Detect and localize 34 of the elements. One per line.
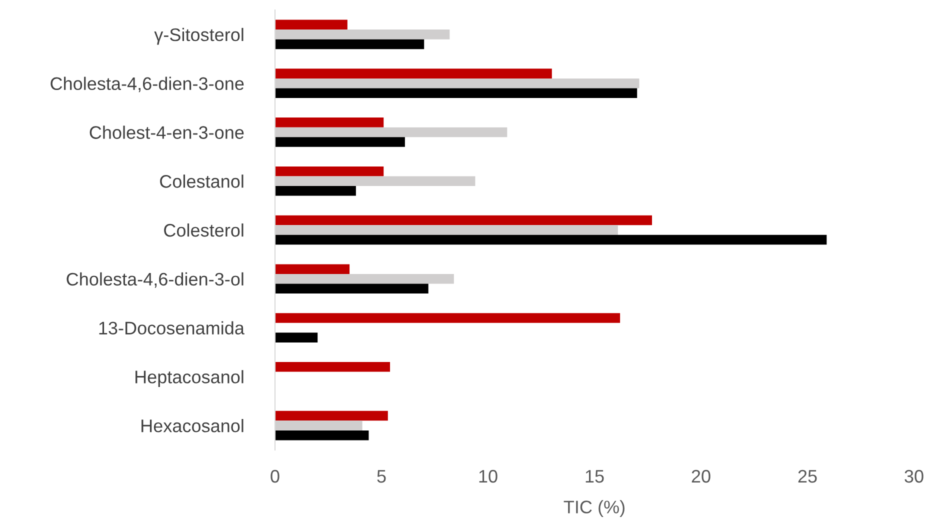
x-tick-label: 20 — [692, 470, 710, 483]
y-tick-label: Colesterol — [164, 223, 244, 237]
y-tick-label: Cholesta-4,6-dien-3-one — [50, 76, 244, 92]
bar — [275, 118, 384, 128]
x-axis-title: TIC (%) — [564, 500, 624, 517]
bar — [275, 20, 348, 30]
x-tick-label: 15 — [586, 470, 604, 483]
x-tick-label: 30 — [904, 470, 924, 483]
bar — [275, 215, 652, 226]
y-tick-label: Cholesta-4,6-dien-3-ol — [66, 272, 244, 288]
bar — [275, 410, 388, 421]
y-tick-label: Hexacosanol — [142, 419, 244, 432]
bar — [275, 186, 356, 196]
y-tick-label: Colestanol — [160, 174, 244, 188]
bar — [275, 332, 318, 342]
bar — [275, 166, 384, 176]
bar — [275, 313, 620, 323]
y-tick-label: Heptacosanol — [136, 370, 244, 387]
y-tick-label: Cholest-4-en-3-one — [90, 126, 244, 139]
y-tick-label: 13-Docosenamida — [99, 321, 244, 334]
x-tick-label: 10 — [479, 470, 498, 483]
x-tick-label: 25 — [798, 470, 817, 483]
bar — [275, 234, 827, 245]
bar — [275, 362, 390, 372]
bar — [275, 264, 350, 274]
bar — [275, 88, 638, 98]
bar — [275, 39, 424, 50]
bar — [275, 430, 369, 440]
bar — [275, 284, 428, 294]
y-tick-label: γ-Sitosterol — [154, 28, 244, 45]
x-tick-label: 5 — [377, 470, 386, 483]
bar — [275, 68, 552, 78]
x-tick-label: 0 — [270, 470, 280, 483]
bar — [275, 137, 405, 147]
